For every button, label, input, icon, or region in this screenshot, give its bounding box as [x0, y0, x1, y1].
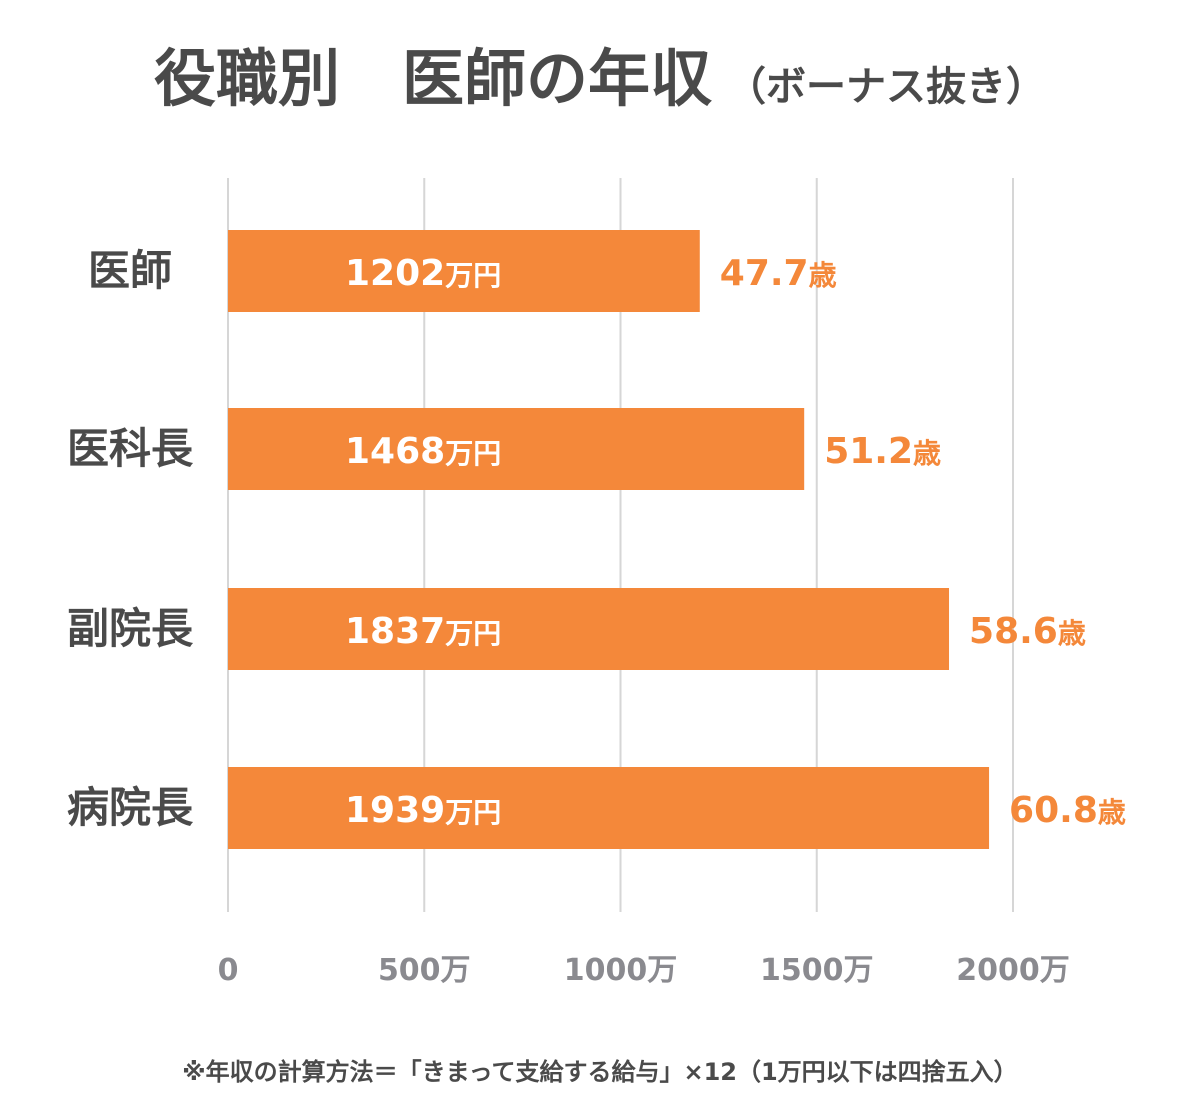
bar-value-label: 1202万円	[345, 253, 501, 294]
age-label: 47.7歳	[720, 253, 837, 294]
age-label: 51.2歳	[824, 431, 941, 472]
x-axis-ticks: 0 500万 1000万 1500万 2000万	[218, 953, 1070, 988]
x-tick-label: 500万	[378, 953, 471, 988]
x-tick-label: 1000万	[564, 953, 678, 988]
bar	[228, 767, 990, 849]
chart-title-main: 役職別 医師の年収	[153, 42, 712, 115]
bars	[228, 230, 990, 849]
age-label: 58.6歳	[969, 611, 1086, 652]
category-label: 病院長	[67, 783, 194, 832]
x-tick-label: 2000万	[956, 953, 1070, 988]
chart-title: 役職別 医師の年収 （ボーナス抜き）	[0, 28, 1200, 118]
category-label: 医科長	[67, 424, 194, 473]
chart-note: ※年収の計算方法＝「きまって支給する給与」×12（1万円以下は四捨五入）	[182, 1058, 1018, 1086]
bar-value-label: 1939万円	[345, 790, 501, 831]
bar-value-label: 1468万円	[345, 431, 501, 472]
x-tick-label: 1500万	[760, 953, 874, 988]
x-tick-label: 0	[218, 953, 239, 988]
bar	[228, 230, 700, 312]
bar	[228, 408, 805, 490]
bar-value-label: 1837万円	[345, 611, 501, 652]
category-label: 医師	[88, 246, 172, 295]
chart-title-subtitle: （ボーナス抜き）	[726, 64, 1046, 110]
bar	[228, 588, 950, 670]
age-label: 60.8歳	[1009, 790, 1126, 831]
category-label: 副院長	[67, 604, 194, 653]
